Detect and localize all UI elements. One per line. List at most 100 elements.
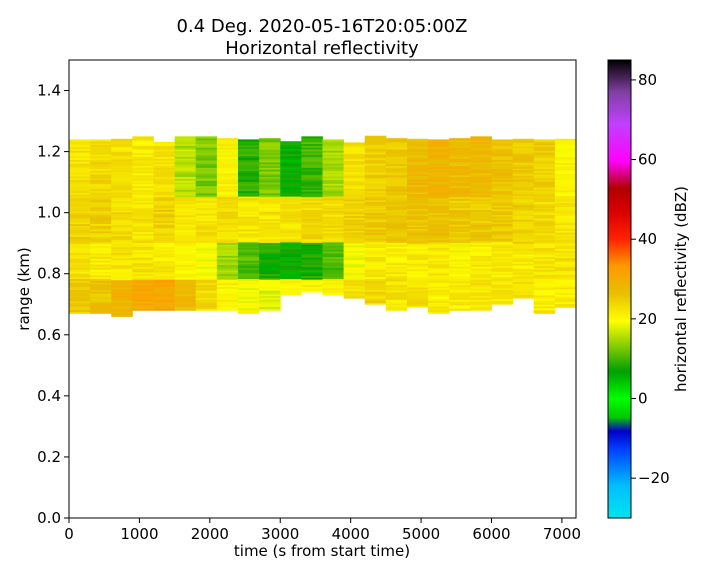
reflectivity-cell — [174, 189, 197, 192]
reflectivity-cell — [90, 295, 112, 298]
reflectivity-cell — [195, 182, 218, 185]
reflectivity-cell — [449, 231, 471, 234]
reflectivity-cell — [238, 287, 260, 291]
reflectivity-cell — [554, 180, 576, 184]
reflectivity-cell — [174, 262, 197, 265]
reflectivity-cell — [259, 165, 281, 168]
reflectivity-cell — [90, 212, 112, 215]
reflectivity-cell — [364, 265, 387, 269]
reflectivity-cell — [449, 297, 471, 300]
reflectivity-cell — [280, 243, 302, 247]
reflectivity-cell — [280, 143, 302, 146]
reflectivity-cell — [111, 299, 133, 303]
reflectivity-cell — [132, 207, 154, 211]
reflectivity-cell — [132, 171, 154, 174]
reflectivity-cell — [470, 207, 492, 211]
reflectivity-cell — [322, 176, 345, 179]
reflectivity-cell — [512, 290, 535, 294]
reflectivity-cell — [533, 203, 556, 206]
reflectivity-cell — [385, 279, 408, 282]
reflectivity-cell — [259, 140, 281, 143]
reflectivity-cell — [554, 195, 576, 198]
reflectivity-cell — [470, 284, 492, 287]
reflectivity-cell — [90, 287, 112, 291]
reflectivity-cell — [174, 295, 197, 298]
reflectivity-cell — [470, 187, 492, 190]
reflectivity-cell — [470, 174, 492, 178]
reflectivity-cell — [174, 264, 197, 267]
reflectivity-cell — [554, 217, 576, 220]
reflectivity-cell — [449, 152, 471, 156]
reflectivity-cell — [407, 239, 429, 242]
reflectivity-cell — [364, 165, 387, 168]
reflectivity-cell — [132, 194, 154, 198]
reflectivity-cell — [259, 308, 281, 311]
reflectivity-cell — [153, 233, 176, 236]
reflectivity-cell — [512, 164, 535, 167]
reflectivity-cell — [470, 147, 492, 150]
reflectivity-cell — [216, 284, 239, 287]
reflectivity-cell — [153, 248, 176, 251]
reflectivity-cell — [322, 198, 345, 201]
reflectivity-cell — [69, 267, 91, 270]
reflectivity-cell — [322, 232, 345, 236]
reflectivity-cell — [491, 219, 514, 223]
reflectivity-cell — [364, 262, 387, 265]
reflectivity-cell — [195, 191, 218, 194]
reflectivity-cell — [343, 177, 366, 180]
reflectivity-cell — [90, 188, 112, 192]
reflectivity-cell — [364, 163, 387, 166]
reflectivity-cell — [385, 163, 408, 167]
reflectivity-cell — [449, 213, 471, 216]
reflectivity-cell — [259, 273, 281, 276]
reflectivity-cell — [512, 226, 535, 229]
reflectivity-cell — [216, 220, 239, 223]
reflectivity-cell — [407, 193, 429, 196]
reflectivity-cell — [322, 163, 345, 166]
reflectivity-cell — [364, 295, 387, 298]
reflectivity-cell — [259, 220, 281, 223]
x-tick-label: 1000 — [120, 525, 158, 543]
reflectivity-cell — [554, 158, 576, 162]
reflectivity-cell — [90, 141, 112, 144]
reflectivity-cell — [216, 185, 239, 189]
reflectivity-cell — [69, 293, 91, 296]
reflectivity-cell — [533, 139, 556, 142]
reflectivity-cell — [533, 205, 556, 208]
reflectivity-cell — [407, 177, 429, 180]
reflectivity-cell — [364, 168, 387, 171]
reflectivity-cell — [322, 199, 345, 203]
reflectivity-cell — [491, 241, 514, 245]
reflectivity-cell — [428, 159, 450, 162]
reflectivity-cell — [216, 150, 239, 154]
reflectivity-cell — [364, 287, 387, 291]
reflectivity-cell — [554, 248, 576, 251]
reflectivity-cell — [385, 200, 408, 203]
reflectivity-cell — [111, 164, 133, 167]
reflectivity-cell — [174, 227, 197, 231]
reflectivity-cell — [69, 234, 91, 237]
reflectivity-cell — [449, 215, 471, 218]
reflectivity-cell — [364, 179, 387, 182]
reflectivity-cell — [132, 187, 154, 190]
reflectivity-cell — [491, 165, 514, 168]
reflectivity-cell — [491, 203, 514, 206]
reflectivity-cell — [153, 266, 176, 269]
reflectivity-cell — [111, 290, 133, 294]
reflectivity-cell — [512, 210, 535, 213]
chart-title-line1: 0.4 Deg. 2020-05-16T20:05:00Z — [177, 16, 468, 37]
reflectivity-cell — [322, 185, 345, 188]
reflectivity-cell — [449, 198, 471, 201]
reflectivity-cell — [132, 279, 154, 282]
reflectivity-cell — [69, 306, 91, 309]
reflectivity-cell — [554, 230, 576, 233]
reflectivity-cell — [449, 220, 471, 223]
reflectivity-cell — [259, 244, 281, 247]
reflectivity-cell — [216, 275, 239, 278]
reflectivity-cell — [407, 257, 429, 261]
reflectivity-cell — [174, 235, 197, 238]
reflectivity-cell — [132, 185, 154, 189]
reflectivity-cell — [90, 271, 112, 274]
reflectivity-cell — [216, 270, 239, 273]
reflectivity-cell — [216, 205, 239, 209]
